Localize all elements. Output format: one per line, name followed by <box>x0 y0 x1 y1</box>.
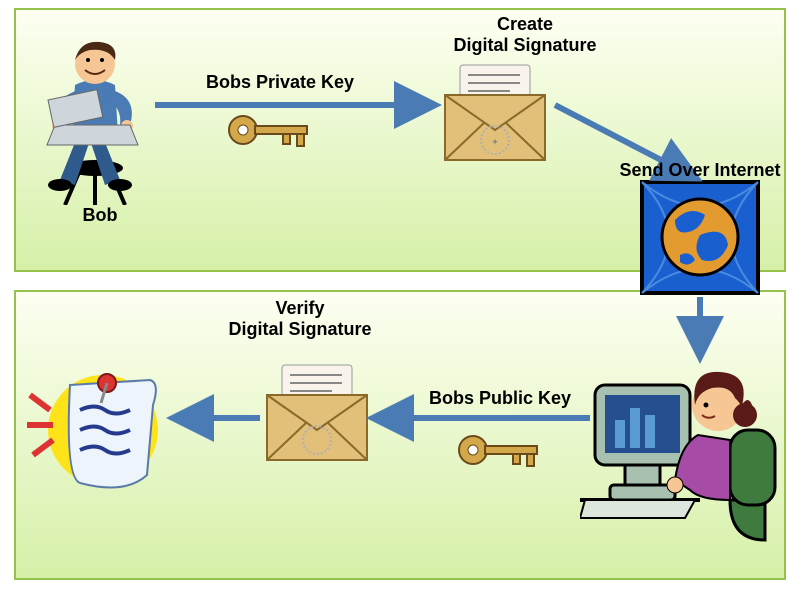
private-key-icon <box>225 110 315 150</box>
label-private-key: Bobs Private Key <box>180 72 380 93</box>
public-key-icon <box>455 430 545 470</box>
bob-icon <box>30 30 160 205</box>
label-verify-signature: Verify Digital Signature <box>190 298 410 339</box>
label-create-signature: Create Digital Signature <box>415 14 635 55</box>
envelope-sign-icon: ✦ <box>440 60 550 165</box>
label-public-key: Bobs Public Key <box>400 388 600 409</box>
verified-note-icon <box>25 355 175 500</box>
envelope-verify-icon <box>262 360 372 465</box>
label-bob: Bob <box>60 205 140 226</box>
internet-globe-icon <box>640 180 760 295</box>
label-send-internet: Send Over Internet <box>600 160 800 181</box>
receiver-icon <box>580 350 780 560</box>
svg-text:✦: ✦ <box>491 137 499 147</box>
